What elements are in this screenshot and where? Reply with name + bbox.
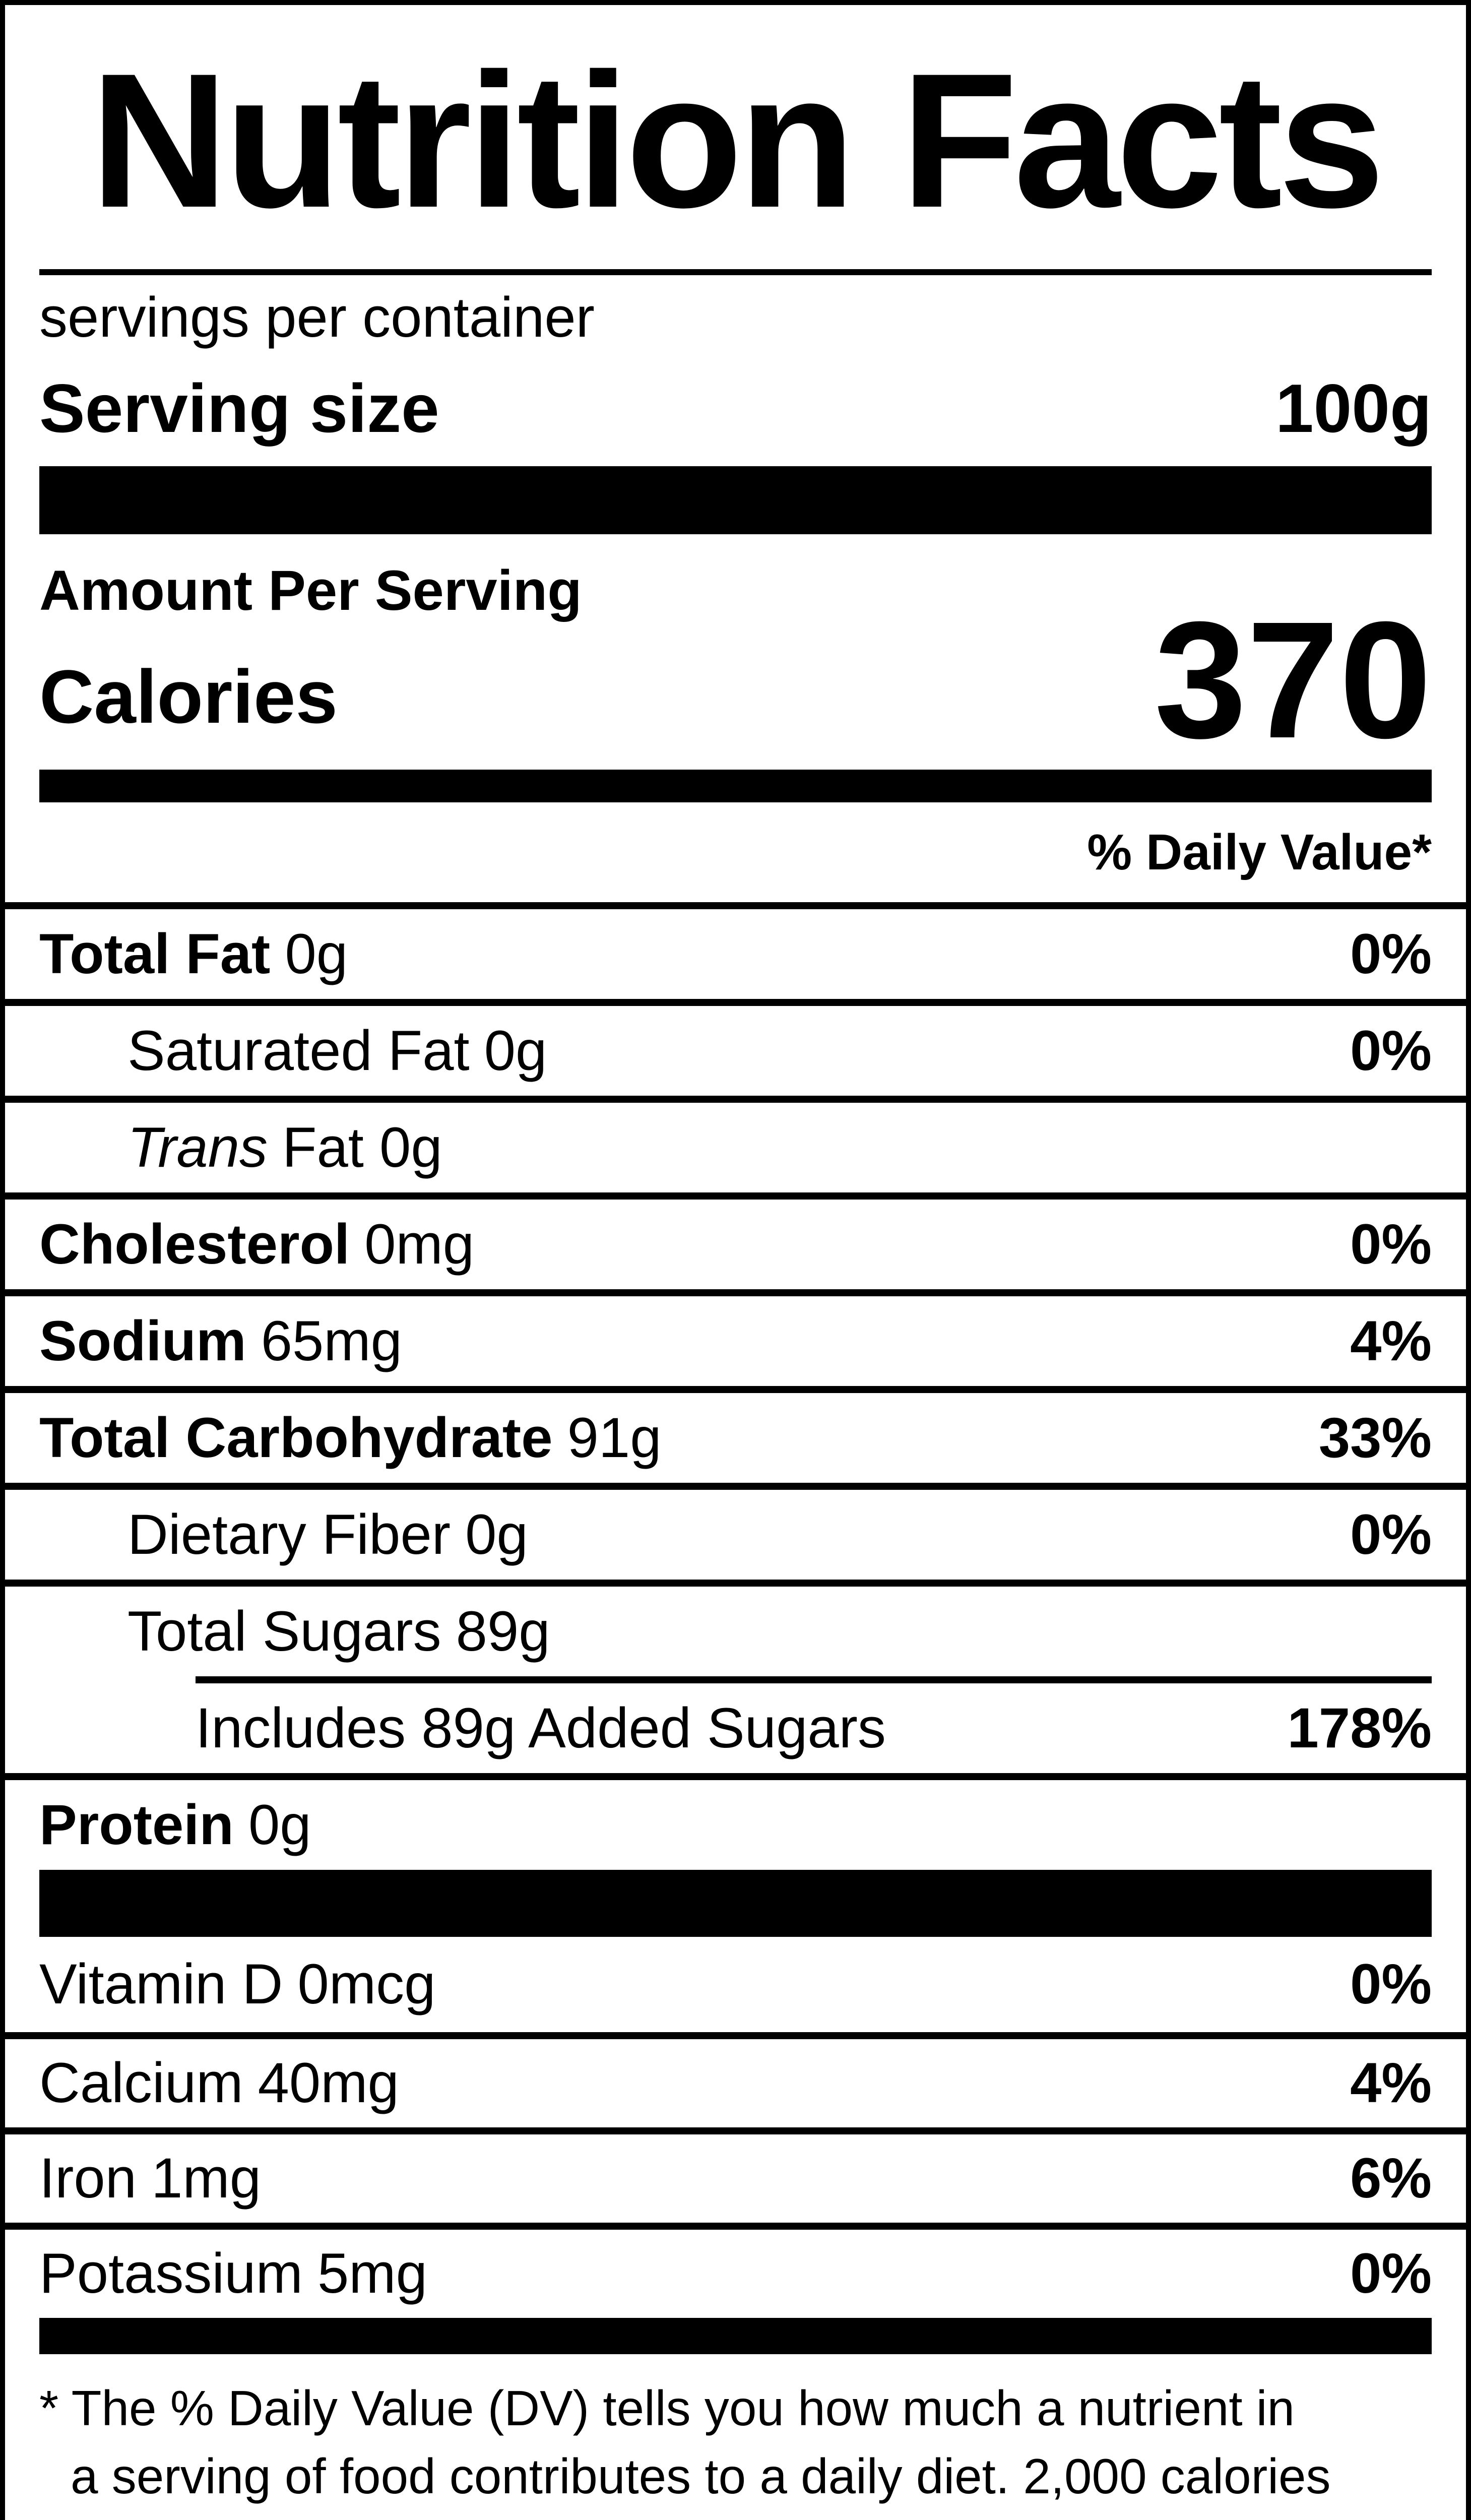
- serving-info-section: servings per container Serving size 100g: [5, 275, 1466, 466]
- daily-value-footnote: * The % Daily Value (DV) tells you how m…: [5, 2354, 1466, 2520]
- calories-value: 370: [1154, 586, 1432, 773]
- nutrient-row-cholesterol: Cholesterol 0mg 0%: [5, 1192, 1466, 1289]
- nutrient-name: Total Sugars: [127, 1599, 441, 1663]
- vitamin-name: Calcium: [39, 2051, 243, 2115]
- nutrient-row-dietary-fiber: Dietary Fiber 0g 0%: [5, 1483, 1466, 1580]
- vitamin-row-calcium: Calcium 40mg 4%: [5, 2032, 1466, 2127]
- daily-value-header: % Daily Value*: [1087, 824, 1432, 880]
- nutrient-row-sodium: Sodium 65mg 4%: [5, 1289, 1466, 1386]
- bar-before-footnote: [39, 2318, 1432, 2354]
- calories-label: Calories: [39, 654, 338, 739]
- nutrient-name: Saturated Fat: [127, 1019, 470, 1082]
- nutrient-dv: 0%: [1350, 1502, 1432, 1566]
- thick-bar-before-vitamins: [39, 1870, 1432, 1937]
- nutrient-name: Sodium: [39, 1309, 246, 1372]
- nutrient-amount: Fat 0g: [282, 1115, 442, 1179]
- thick-bar-after-serving: [39, 466, 1432, 534]
- footnote-line-3: a day is used for general nutrition advi…: [71, 2510, 1432, 2520]
- nutrient-amount: 91g: [567, 1406, 662, 1469]
- calories-section: Amount Per Serving Calories 370: [5, 534, 1466, 770]
- nutrient-name: Includes 89g Added Sugars: [196, 1696, 886, 1759]
- vitamin-name: Iron: [39, 2147, 137, 2210]
- nutrient-row-total-carbohydrate: Total Carbohydrate 91g 33%: [5, 1386, 1466, 1483]
- nutrient-row-total-sugars: Total Sugars 89g: [5, 1580, 1466, 1676]
- vitamin-row-vitamin-d: Vitamin D 0mcg 0%: [5, 1937, 1466, 2032]
- nutrient-name: Protein: [39, 1793, 234, 1856]
- nutrient-row-total-fat: Total Fat 0g 0%: [5, 902, 1466, 999]
- nutrient-amount: 0g: [248, 1793, 311, 1856]
- title-block: Nutrition Facts: [5, 5, 1466, 269]
- vitamin-name: Potassium: [39, 2242, 303, 2305]
- nutrient-amount: 0g: [465, 1502, 528, 1566]
- nutrient-row-trans-fat: Trans Fat 0g: [5, 1096, 1466, 1192]
- nutrient-dv: 33%: [1318, 1406, 1432, 1469]
- nutrient-amount: 65mg: [261, 1309, 402, 1372]
- amount-per-serving-text: Amount Per Serving: [39, 559, 582, 622]
- nutrient-name: Dietary Fiber: [127, 1502, 451, 1566]
- serving-size-label: Serving size: [39, 370, 439, 447]
- serving-size-value: 100g: [1275, 370, 1432, 447]
- nutrient-amount: 0g: [285, 922, 348, 985]
- nutrient-amount: 0mg: [364, 1212, 475, 1276]
- nutrient-row-saturated-fat: Saturated Fat 0g 0%: [5, 999, 1466, 1096]
- vitamin-dv: 0%: [1350, 2242, 1432, 2305]
- nutrient-amount: 89g: [456, 1599, 550, 1663]
- nutrient-dv: 0%: [1350, 1019, 1432, 1082]
- nutrient-dv: 0%: [1350, 922, 1432, 985]
- title-divider: [39, 269, 1432, 275]
- vitamin-amount: 0mcg: [297, 1952, 436, 2016]
- serving-size-row: Serving size 100g: [39, 365, 1432, 451]
- bar-after-calories: [39, 770, 1432, 802]
- nutrient-amount: 0g: [484, 1019, 547, 1082]
- vitamin-amount: 40mg: [258, 2051, 399, 2115]
- vitamin-amount: 5mg: [317, 2242, 427, 2305]
- vitamin-dv: 4%: [1350, 2051, 1432, 2115]
- nutrient-name: Trans: [127, 1115, 268, 1179]
- vitamin-row-iron: Iron 1mg 6%: [5, 2127, 1466, 2223]
- servings-per-container-text: servings per container: [39, 286, 595, 349]
- vitamin-row-potassium: Potassium 5mg 0%: [5, 2223, 1466, 2318]
- nutrient-row-protein: Protein 0g: [5, 1773, 1466, 1870]
- footnote-line-2: a serving of food contributes to a daily…: [71, 2448, 1331, 2504]
- vitamin-dv: 6%: [1350, 2147, 1432, 2210]
- nutrient-name: Total Fat: [39, 922, 271, 985]
- indented-divider-added-sugars: [196, 1676, 1432, 1683]
- nutrient-dv: 178%: [1287, 1696, 1432, 1759]
- footnote-line-1: * The % Daily Value (DV) tells you how m…: [39, 2380, 1295, 2436]
- vitamin-amount: 1mg: [151, 2147, 261, 2210]
- vitamin-name: Vitamin D: [39, 1952, 283, 2016]
- label-title: Nutrition Facts: [90, 33, 1385, 247]
- nutrient-row-added-sugars: Includes 89g Added Sugars 178%: [5, 1683, 1466, 1773]
- nutrient-name: Cholesterol: [39, 1212, 350, 1276]
- nutrient-dv: 4%: [1350, 1309, 1432, 1372]
- nutrient-dv: 0%: [1350, 1212, 1432, 1276]
- vitamin-dv: 0%: [1350, 1952, 1432, 2016]
- nutrient-name: Total Carbohydrate: [39, 1406, 553, 1469]
